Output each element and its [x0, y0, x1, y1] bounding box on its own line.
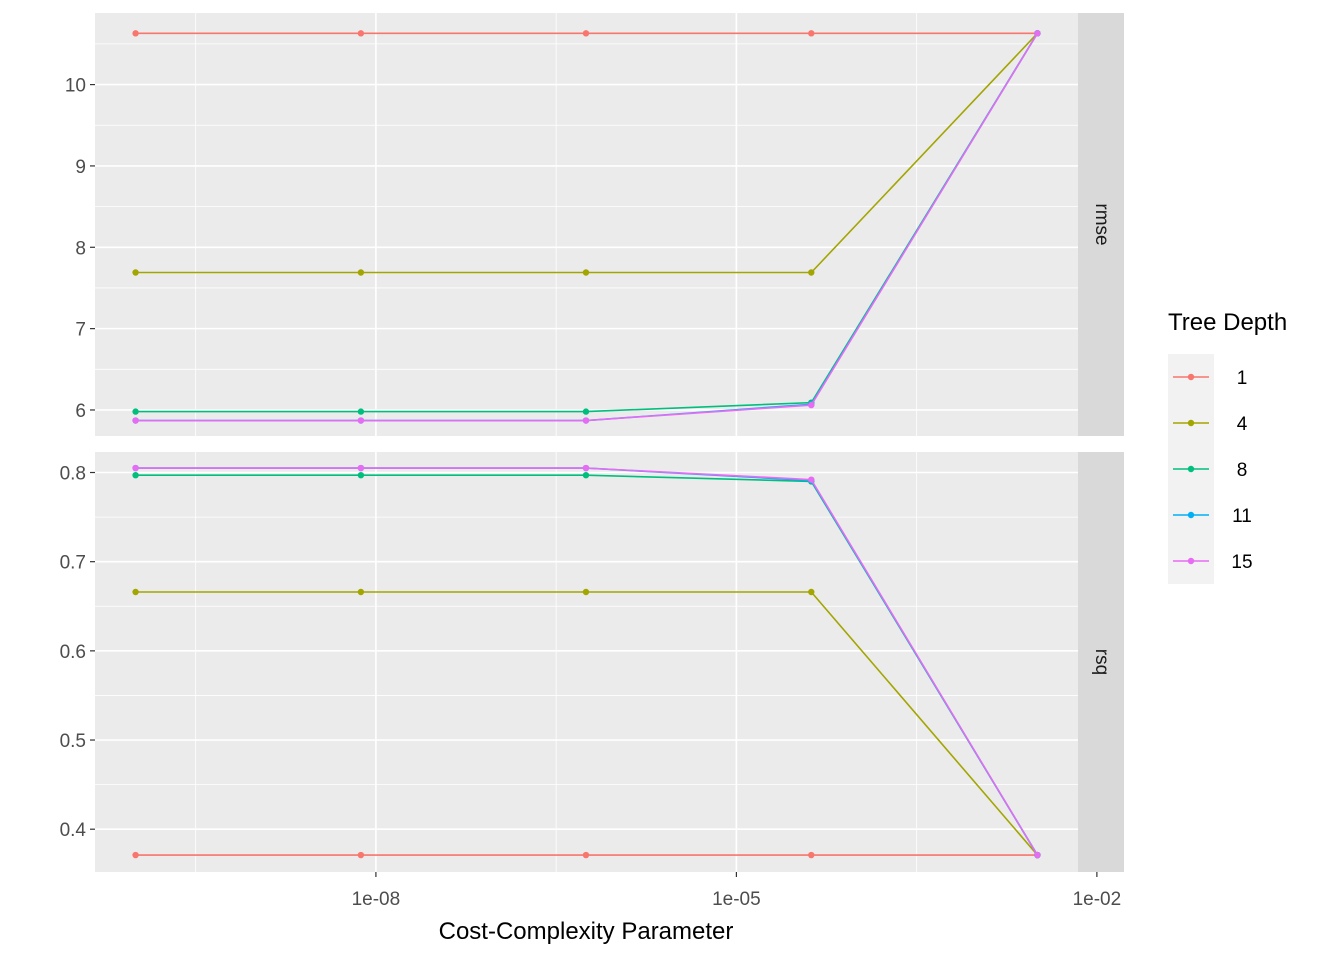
legend-key-point: [1187, 511, 1195, 519]
facet-strip-label: rmse: [1091, 203, 1112, 245]
x-tick-label: 1e-08: [352, 889, 401, 910]
data-point: [357, 30, 365, 37]
panel-background: [95, 13, 1078, 436]
series-depth-15: [132, 30, 1041, 424]
legend-label: 4: [1237, 414, 1248, 435]
legend-label: 11: [1232, 506, 1252, 527]
data-point: [357, 408, 365, 415]
legend-item-15: 15: [1173, 552, 1253, 573]
data-point: [808, 476, 815, 483]
data-point: [132, 408, 139, 415]
data-point: [582, 851, 590, 859]
data-point: [132, 588, 139, 596]
data-point: [1034, 851, 1041, 859]
legend-title: Tree Depth: [1168, 309, 1287, 336]
data-point: [808, 851, 815, 859]
facet-strip: [1078, 452, 1124, 872]
x-tick-label: 1e-05: [712, 889, 761, 910]
y-tick-label: 0.8: [60, 464, 86, 485]
legend-label: 15: [1231, 552, 1252, 573]
data-point: [357, 851, 365, 859]
facet-strip-label: rsq: [1091, 649, 1112, 675]
series-depth-15: [132, 464, 1041, 859]
data-point: [582, 408, 590, 415]
y-tick-label: 7: [75, 320, 86, 341]
data-point: [582, 588, 590, 596]
data-point: [357, 417, 365, 424]
legend: Tree Depth 1 4 8 11 15: [1168, 309, 1287, 584]
legend-label: 1: [1237, 368, 1248, 389]
x-axis: 1e-08 1e-05 1e-02: [352, 872, 1122, 910]
y-tick-label: 0.5: [60, 731, 86, 752]
legend-item-4: 4: [1173, 414, 1248, 435]
facet-strip: [1078, 13, 1124, 436]
data-point: [132, 417, 139, 424]
data-point: [808, 401, 815, 409]
data-point: [808, 269, 815, 276]
data-point: [582, 269, 590, 276]
data-point: [582, 30, 590, 37]
panel-rsq: 0.4 0.5 0.6 0.7 0.8 rsq: [60, 452, 1124, 872]
data-point: [582, 417, 590, 424]
data-point: [132, 269, 139, 276]
legend-item-1: 1: [1173, 368, 1247, 389]
data-point: [132, 30, 139, 37]
legend-item-11: 11: [1173, 506, 1252, 527]
y-tick-label: 10: [65, 76, 86, 97]
panels-layer: 6 7 8 9 10 rmse 0.4 0.5 0.6 0.7 0.8 rsq: [60, 13, 1124, 872]
legend-item-8: 8: [1173, 460, 1247, 481]
x-axis-title: Cost-Complexity Parameter: [439, 918, 734, 945]
panel-rmse: 6 7 8 9 10 rmse: [65, 13, 1124, 436]
y-tick-label: 8: [75, 238, 86, 259]
legend-key-point: [1187, 373, 1195, 381]
data-point: [808, 588, 815, 596]
data-point: [1034, 30, 1041, 37]
data-point: [357, 588, 365, 596]
panel-background: [95, 452, 1078, 872]
data-point: [132, 851, 139, 859]
x-tick-label: 1e-02: [1073, 889, 1122, 910]
legend-label: 8: [1237, 460, 1248, 481]
y-tick-label: 9: [75, 157, 86, 178]
y-tick-label: 6: [75, 401, 86, 422]
data-point: [582, 471, 590, 479]
legend-key-point: [1187, 419, 1195, 427]
data-point: [582, 464, 590, 472]
data-point: [132, 471, 139, 479]
legend-key-point: [1187, 465, 1195, 473]
data-point: [132, 464, 139, 472]
data-point: [808, 30, 815, 37]
data-point: [357, 464, 365, 472]
y-tick-label: 0.4: [60, 820, 87, 841]
data-point: [357, 471, 365, 479]
data-point: [357, 269, 365, 276]
y-tick-label: 0.6: [60, 642, 86, 663]
y-tick-label: 0.7: [60, 553, 86, 574]
legend-key-point: [1187, 557, 1195, 565]
